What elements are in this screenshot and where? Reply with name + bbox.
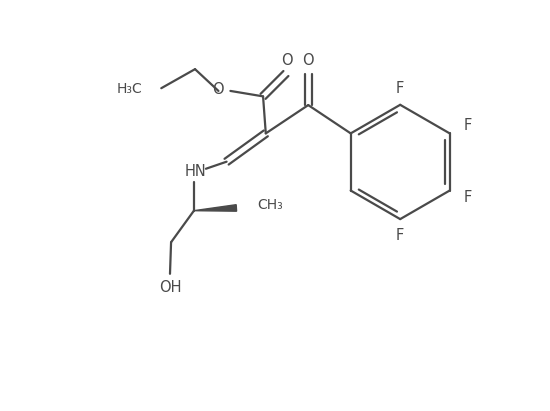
Text: F: F: [464, 190, 472, 205]
Text: F: F: [396, 228, 404, 243]
Text: HN: HN: [184, 164, 206, 179]
Text: H₃C: H₃C: [117, 82, 142, 96]
Text: F: F: [464, 118, 472, 133]
Text: O: O: [281, 53, 293, 69]
Text: O: O: [302, 53, 314, 69]
Text: O: O: [212, 82, 224, 97]
Polygon shape: [194, 205, 236, 211]
Text: CH₃: CH₃: [257, 198, 283, 212]
Text: F: F: [396, 81, 404, 96]
Text: OH: OH: [159, 280, 182, 296]
